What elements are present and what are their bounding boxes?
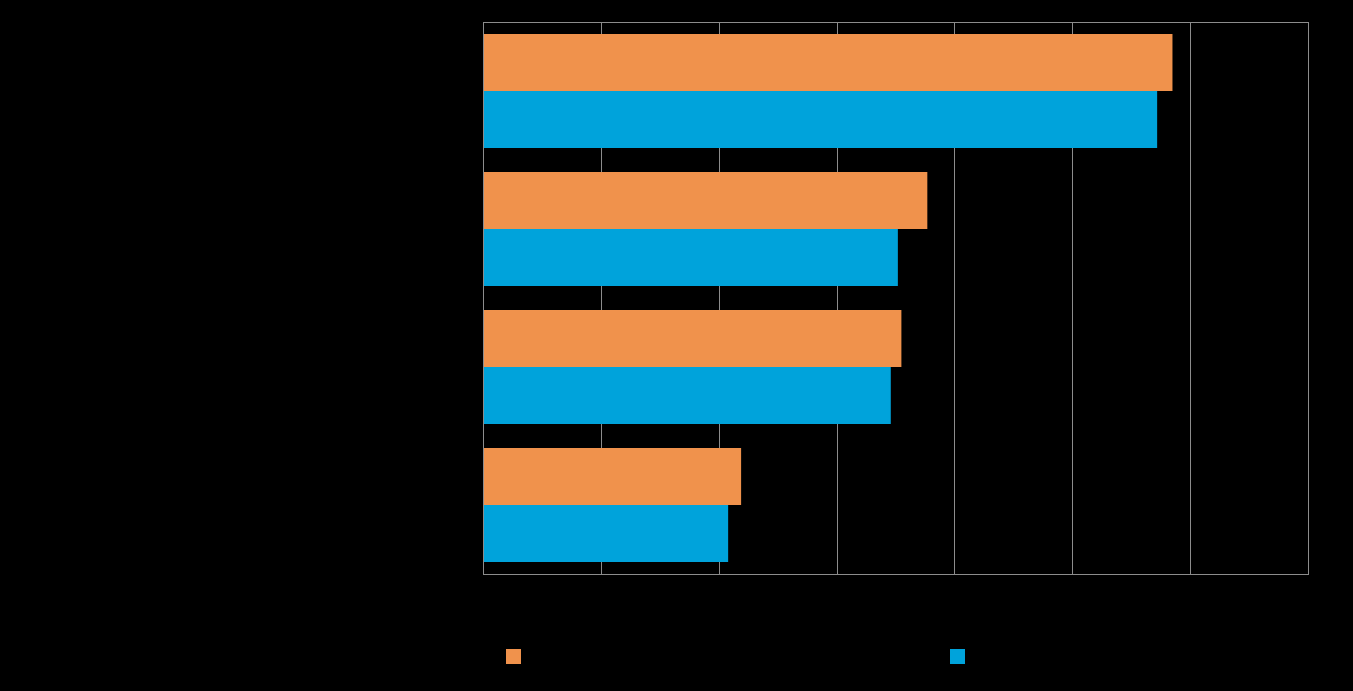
bar-series-2-category-3 <box>483 367 891 424</box>
legend <box>506 649 965 664</box>
legend-marker-series-1 <box>506 649 521 664</box>
bar-series-2-category-2 <box>483 229 898 286</box>
bars <box>483 34 1173 562</box>
bar-series-2-category-1 <box>483 91 1158 148</box>
plot-area-border <box>483 22 1309 575</box>
bar-series-2-category-4 <box>483 505 729 562</box>
legend-marker-series-2 <box>950 649 965 664</box>
bar-series-1-category-1 <box>483 34 1173 91</box>
bar-series-1-category-2 <box>483 172 928 229</box>
bar-series-1-category-4 <box>483 448 742 505</box>
bar-series-1-category-3 <box>483 310 902 367</box>
plot-frame <box>483 22 1309 575</box>
